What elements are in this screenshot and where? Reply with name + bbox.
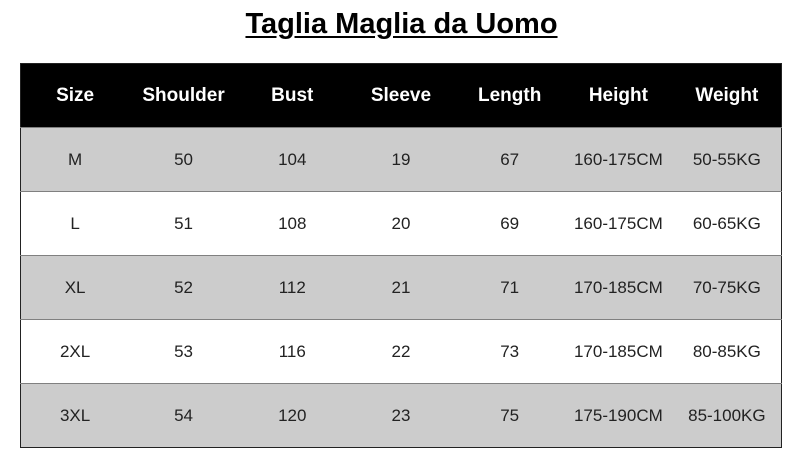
column-header-sleeve: Sleeve [346, 63, 456, 128]
cell-height: 160-175CM [564, 127, 673, 192]
column-header-length: Length [455, 63, 565, 128]
column-header-bust: Bust [237, 63, 347, 128]
cell-weight: 85-100KG [672, 383, 782, 448]
cell-weight: 80-85KG [672, 319, 782, 384]
cell-sleeve: 19 [346, 127, 456, 192]
column-header-weight: Weight [672, 63, 782, 128]
cell-size: 2XL [20, 319, 130, 384]
cell-weight: 60-65KG [672, 191, 782, 256]
cell-size: 3XL [20, 383, 130, 448]
cell-length: 69 [455, 191, 565, 256]
header-row: Size Shoulder Bust Sleeve Length Height Weight [20, 63, 782, 128]
column-header-shoulder: Shoulder [129, 63, 238, 128]
table-row: 2XL 53 116 22 73 170-185CM 80-85KG [20, 319, 782, 384]
cell-shoulder: 52 [129, 255, 238, 320]
cell-length: 67 [455, 127, 565, 192]
cell-sleeve: 22 [346, 319, 456, 384]
page-title: Taglia Maglia da Uomo [245, 8, 558, 40]
cell-height: 160-175CM [564, 191, 673, 256]
column-header-height: Height [564, 63, 673, 128]
cell-sleeve: 20 [346, 191, 456, 256]
cell-height: 170-185CM [564, 319, 673, 384]
cell-length: 73 [455, 319, 565, 384]
cell-bust: 116 [237, 319, 347, 384]
column-header-size: Size [20, 63, 130, 128]
cell-sleeve: 23 [346, 383, 456, 448]
cell-length: 71 [455, 255, 565, 320]
cell-bust: 104 [237, 127, 347, 192]
table-row: XL 52 112 21 71 170-185CM 70-75KG [20, 255, 782, 320]
cell-weight: 50-55KG [672, 127, 782, 192]
cell-size: M [20, 127, 130, 192]
cell-bust: 112 [237, 255, 347, 320]
cell-bust: 108 [237, 191, 347, 256]
cell-length: 75 [455, 383, 565, 448]
cell-shoulder: 51 [129, 191, 238, 256]
cell-bust: 120 [237, 383, 347, 448]
cell-sleeve: 21 [346, 255, 456, 320]
cell-size: L [20, 191, 130, 256]
table-row: L 51 108 20 69 160-175CM 60-65KG [20, 191, 782, 256]
cell-shoulder: 54 [129, 383, 238, 448]
table-row: 3XL 54 120 23 75 175-190CM 85-100KG [20, 383, 782, 448]
cell-weight: 70-75KG [672, 255, 782, 320]
cell-height: 170-185CM [564, 255, 673, 320]
cell-size: XL [20, 255, 130, 320]
size-table: Size Shoulder Bust Sleeve Length Height Weight… [20, 63, 782, 448]
cell-height: 175-190CM [564, 383, 673, 448]
cell-shoulder: 50 [129, 127, 238, 192]
cell-shoulder: 53 [129, 319, 238, 384]
table-row: M 50 104 19 67 160-175CM 50-55KG [20, 127, 782, 192]
